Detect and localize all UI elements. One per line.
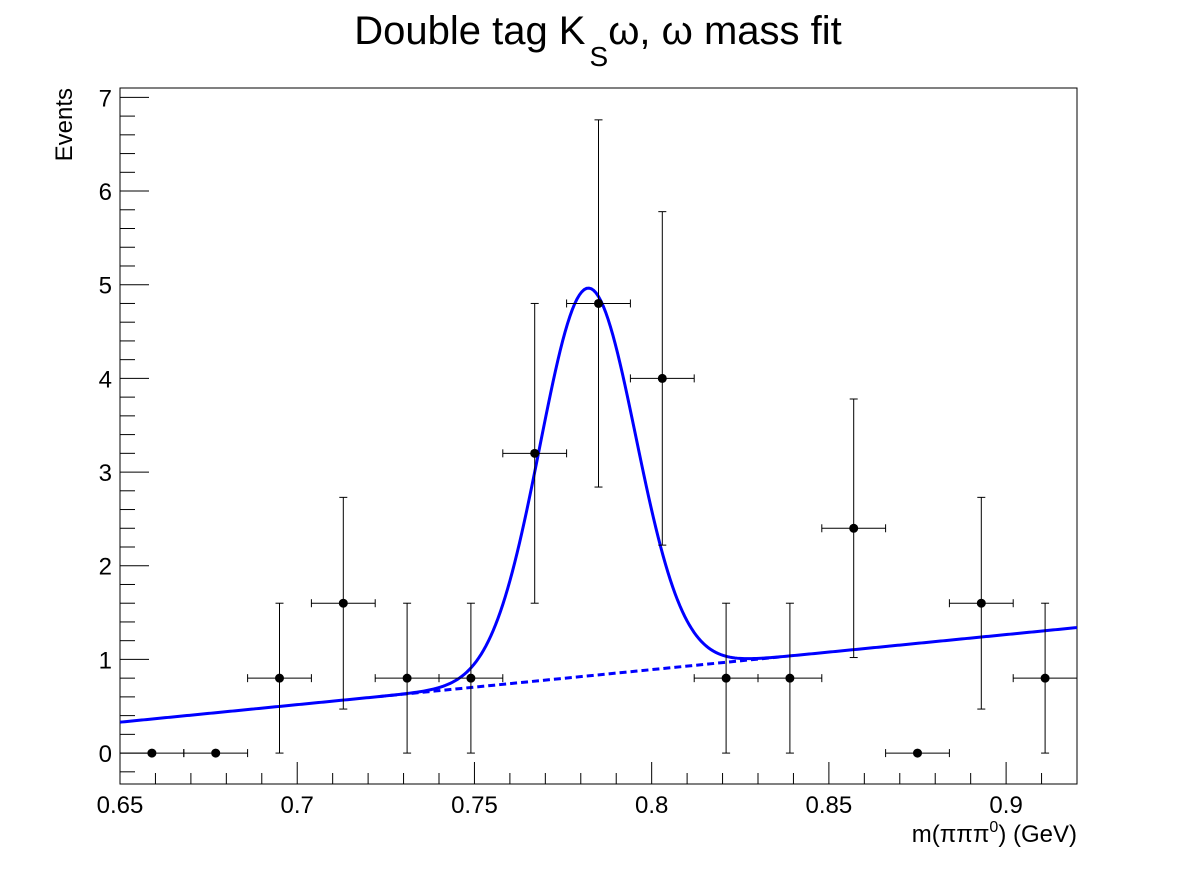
background-fit-line xyxy=(378,655,780,699)
data-marker xyxy=(1040,673,1050,683)
chart-title: Double tag KSω, ω mass fit xyxy=(354,9,842,72)
y-axis: 0 1 2 3 4 5 6 7 xyxy=(99,85,149,773)
data-point xyxy=(885,748,950,758)
y-tick-label: 3 xyxy=(99,460,112,487)
data-marker xyxy=(402,673,412,683)
data-point xyxy=(1012,602,1078,754)
data-point xyxy=(629,211,695,546)
x-tick-label: 0.75 xyxy=(451,792,498,819)
data-point xyxy=(566,119,631,488)
data-marker xyxy=(657,373,667,383)
data-marker xyxy=(849,523,859,533)
data-point xyxy=(757,602,823,754)
x-axis-title: m(πππ0) (GeV) xyxy=(912,819,1077,848)
data-point xyxy=(247,602,312,754)
x-axis-title-rest: ) (GeV) xyxy=(998,821,1077,848)
data-marker xyxy=(466,673,476,683)
x-axis-title-superscript: 0 xyxy=(989,819,998,836)
data-marker xyxy=(976,598,986,608)
y-tick-label: 1 xyxy=(99,647,112,674)
data-marker xyxy=(211,748,221,758)
data-point xyxy=(693,602,759,754)
data-point xyxy=(310,496,376,710)
data-point xyxy=(374,602,440,754)
data-marker xyxy=(785,673,795,683)
plot-frame xyxy=(119,87,1078,785)
data-marker xyxy=(913,748,922,758)
data-marker xyxy=(338,598,348,608)
data-marker xyxy=(721,673,731,683)
x-axis: 0.65 0.7 0.75 0.8 0.85 0.9 xyxy=(97,762,1078,819)
chart-title-subscript: S xyxy=(590,41,609,72)
data-point xyxy=(502,302,568,604)
data-point xyxy=(438,602,504,754)
y-tick-label: 0 xyxy=(99,741,112,768)
y-axis-title: Events xyxy=(51,88,78,161)
chart-title-rest: ω, ω mass fit xyxy=(608,9,842,53)
data-point xyxy=(821,398,887,659)
y-tick-label: 7 xyxy=(99,85,112,112)
data-points xyxy=(119,119,1078,758)
y-tick-label: 5 xyxy=(99,273,112,300)
x-axis-title-main: m(πππ xyxy=(912,821,990,848)
data-marker xyxy=(275,673,284,683)
x-tick-label: 0.85 xyxy=(806,792,853,819)
y-tick-label: 4 xyxy=(99,366,112,393)
data-marker xyxy=(147,748,157,758)
y-tick-label: 2 xyxy=(99,554,112,581)
data-point xyxy=(183,748,249,758)
data-point xyxy=(948,496,1014,710)
x-tick-label: 0.65 xyxy=(97,792,144,819)
data-point xyxy=(119,748,185,758)
x-tick-label: 0.7 xyxy=(281,792,314,819)
x-tick-label: 0.8 xyxy=(635,792,668,819)
data-marker xyxy=(530,448,540,458)
x-tick-label: 0.9 xyxy=(989,792,1022,819)
data-marker xyxy=(594,298,603,308)
chart-title-main: Double tag K xyxy=(354,9,586,53)
y-tick-label: 6 xyxy=(99,179,112,206)
